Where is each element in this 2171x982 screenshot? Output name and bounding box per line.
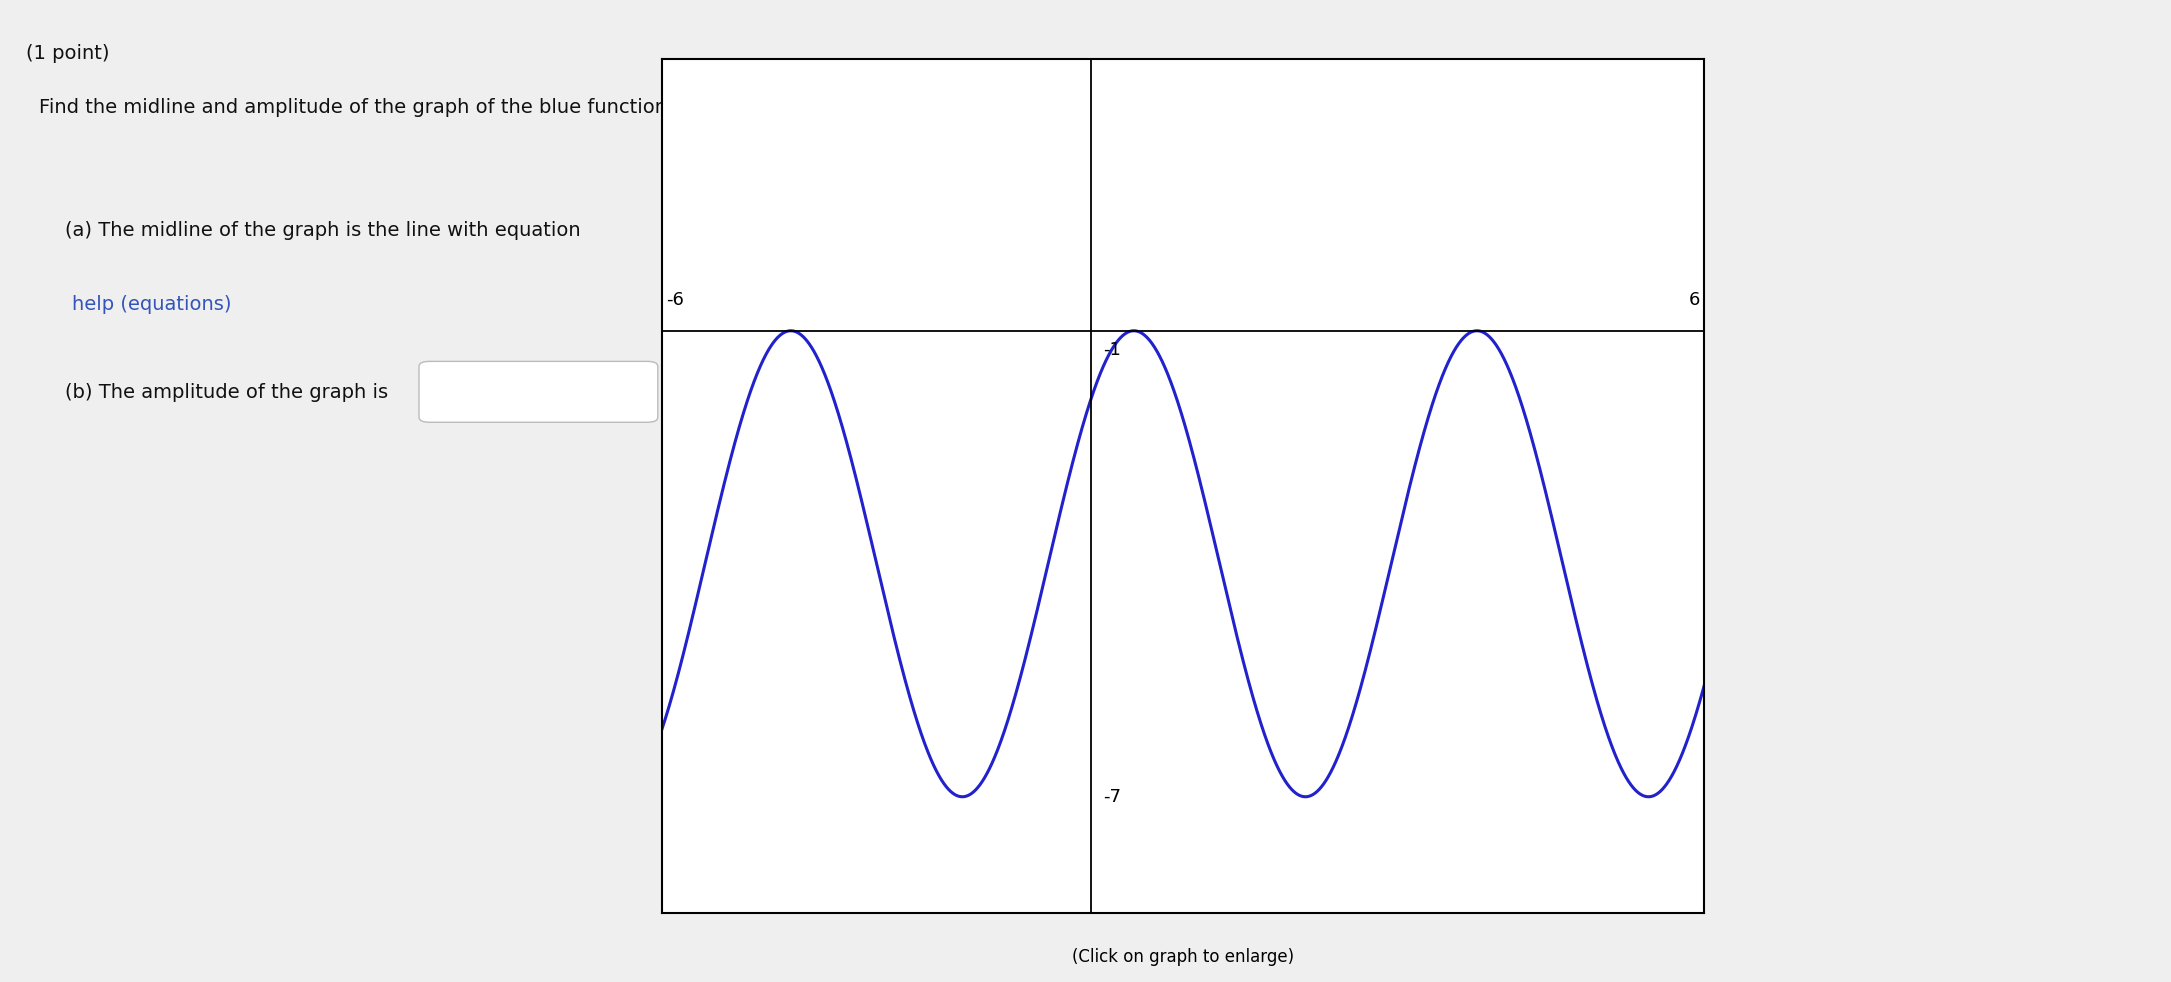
Text: -7: -7 bbox=[1103, 788, 1122, 806]
Text: -6: -6 bbox=[666, 292, 684, 309]
Text: (a) The midline of the graph is the line with equation: (a) The midline of the graph is the line… bbox=[65, 221, 582, 240]
Text: (1 point): (1 point) bbox=[26, 44, 109, 63]
FancyBboxPatch shape bbox=[716, 199, 1010, 260]
Text: 6: 6 bbox=[1689, 292, 1700, 309]
Text: -1: -1 bbox=[1103, 342, 1122, 359]
Text: help (equations): help (equations) bbox=[72, 295, 230, 313]
Text: Find the midline and amplitude of the graph of the blue function.: Find the midline and amplitude of the gr… bbox=[39, 98, 673, 117]
Text: help (numbers): help (numbers) bbox=[669, 383, 818, 402]
Text: (Click on graph to enlarge): (Click on graph to enlarge) bbox=[1072, 948, 1294, 965]
FancyBboxPatch shape bbox=[419, 361, 658, 422]
Text: (b) The amplitude of the graph is: (b) The amplitude of the graph is bbox=[65, 383, 389, 402]
